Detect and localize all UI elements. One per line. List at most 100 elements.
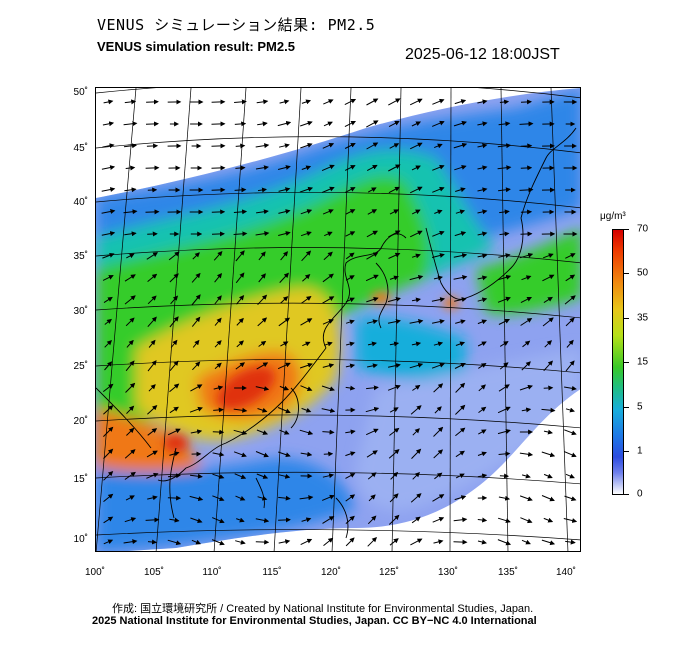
wind-arrow — [409, 230, 423, 238]
wind-arrow — [389, 407, 399, 413]
wind-arrow — [409, 362, 424, 369]
pm25-map-svg — [96, 88, 580, 551]
wind-arrow — [477, 121, 488, 127]
wind-arrow — [234, 473, 247, 479]
wind-arrow — [477, 473, 488, 479]
wind-arrow — [455, 427, 466, 437]
wind-arrow — [345, 252, 355, 260]
wind-arrow — [235, 143, 246, 149]
wind-arrow — [431, 362, 445, 369]
wind-arrow — [145, 121, 159, 127]
wind-arrow — [301, 407, 312, 413]
wind-arrow — [543, 360, 553, 372]
wind-arrow — [258, 251, 266, 261]
wind-arrow — [190, 517, 203, 524]
wind-arrow — [278, 539, 291, 545]
wind-arrow — [345, 385, 356, 391]
wind-arrow — [477, 297, 488, 303]
wind-arrow — [541, 495, 555, 502]
wind-arrow — [387, 319, 401, 324]
wind-arrow — [323, 451, 334, 457]
wind-arrow — [521, 275, 532, 281]
wind-arrow — [542, 274, 555, 282]
wind-arrow — [322, 363, 335, 369]
wind-arrow — [389, 275, 399, 281]
wind-arrow — [411, 165, 421, 171]
lat-label-25: 25˚ — [73, 361, 88, 372]
wind-arrow — [497, 517, 511, 524]
wind-arrow — [387, 363, 401, 369]
wind-arrow — [322, 494, 335, 501]
wind-arrow — [541, 539, 556, 546]
wind-arrow — [101, 209, 116, 214]
wind-arrow — [280, 296, 289, 304]
wind-arrow — [366, 252, 379, 260]
wind-arrow — [255, 231, 270, 237]
wind-arrow — [365, 274, 379, 282]
wind-arrow — [169, 406, 179, 414]
wind-arrow — [477, 99, 488, 105]
wind-arrow — [278, 517, 291, 523]
wind-arrow — [234, 121, 247, 127]
wind-arrow — [258, 340, 267, 347]
wind-arrow — [125, 382, 136, 393]
lat-label-40: 40˚ — [73, 197, 88, 208]
wind-arrow — [434, 143, 443, 149]
wind-arrow — [147, 539, 157, 545]
wind-arrow — [213, 250, 223, 261]
wind-arrow — [145, 209, 160, 215]
wind-arrow — [367, 341, 377, 347]
wind-arrow — [389, 143, 400, 149]
wind-arrow — [124, 274, 136, 282]
wind-arrows — [101, 98, 578, 547]
wind-arrow — [278, 473, 291, 479]
wind-arrow — [387, 384, 401, 391]
wind-arrow — [543, 517, 554, 523]
wind-arrow — [301, 99, 312, 105]
wind-arrow — [148, 384, 156, 392]
wind-arrow — [521, 539, 531, 545]
wind-arrow — [322, 296, 335, 304]
wind-arrow — [167, 539, 182, 546]
wind-arrow — [453, 253, 468, 258]
wind-arrow — [255, 517, 270, 523]
wind-arrow — [103, 493, 114, 502]
wind-arrow — [366, 319, 378, 325]
wind-arrow — [565, 539, 576, 545]
wind-arrow — [104, 361, 113, 371]
wind-arrow — [277, 362, 291, 370]
wind-arrow — [146, 472, 159, 479]
wind-arrow — [191, 272, 201, 283]
wind-arrow — [126, 405, 135, 414]
wind-arrow — [300, 231, 312, 237]
wind-arrow — [213, 385, 224, 391]
wind-arrow — [103, 426, 114, 437]
wind-arrow — [412, 428, 420, 436]
wind-arrow — [366, 98, 379, 106]
wind-arrow — [366, 296, 379, 303]
lon-label-125: 125˚ — [378, 567, 400, 578]
wind-arrow — [255, 451, 269, 458]
wind-arrow — [124, 449, 136, 459]
wind-arrow — [344, 143, 356, 149]
wind-arrow — [235, 272, 245, 284]
wind-arrow — [104, 339, 113, 348]
wind-arrow — [322, 319, 334, 325]
wind-arrow — [366, 385, 379, 391]
wind-arrow — [409, 186, 423, 194]
wind-arrow — [103, 516, 114, 524]
wind-arrow — [411, 297, 421, 303]
wind-arrow — [124, 295, 136, 305]
wind-arrow — [498, 121, 511, 127]
wind-arrow — [212, 473, 225, 479]
wind-arrow — [211, 539, 225, 546]
wind-arrow — [213, 407, 224, 413]
wind-arrow — [543, 253, 554, 259]
wind-arrow — [302, 274, 311, 282]
wind-arrow — [257, 294, 268, 306]
lat-label-50: 50˚ — [73, 87, 88, 98]
wind-arrow — [541, 407, 556, 413]
colorbar-tick-50: 50 — [637, 267, 649, 279]
wind-arrow — [102, 252, 115, 259]
wind-arrow — [146, 252, 159, 260]
